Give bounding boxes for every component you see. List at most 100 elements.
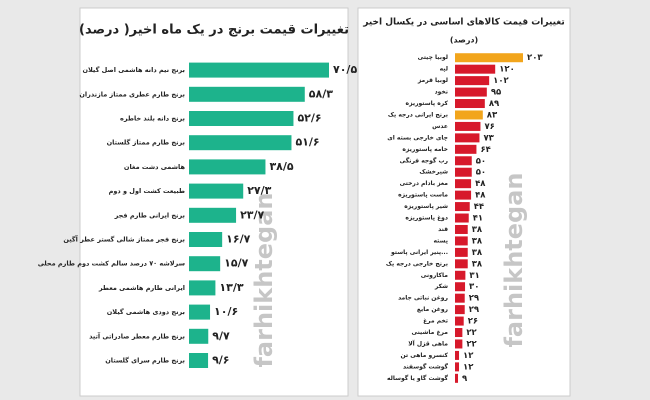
bar: [455, 282, 466, 292]
bar: [455, 305, 465, 315]
category-label: ماست پاستوریزه: [398, 192, 448, 199]
category-label: شیرخشک: [419, 169, 448, 176]
value-label: ۳۸/۵: [269, 160, 293, 173]
category-label: برنج خارجی درجه یک: [386, 260, 448, 267]
value-label: ۹۵: [491, 88, 501, 98]
value-label: ۲۹: [469, 305, 480, 315]
value-label: ۴۱: [473, 214, 483, 224]
category-label: برنج فجر ممتاز شالی گستر عطر آگین: [63, 235, 185, 244]
bar: [455, 179, 472, 189]
bar: [455, 350, 460, 360]
bar: [189, 135, 292, 151]
value-label: ۱۲: [463, 362, 474, 372]
chart-title: تغییرات قیمت برنج در یک ماه اخیر( درصد): [79, 23, 349, 38]
value-label: ۶۴: [480, 145, 490, 155]
bar: [455, 213, 469, 223]
value-label: ۳۸: [472, 259, 483, 269]
value-label: ۸۹: [489, 99, 500, 109]
category-label: هاشمی دشت مغان: [124, 163, 186, 171]
value-label: ۹/۷: [212, 329, 230, 342]
category-label: کنسرو ماهی تن: [400, 352, 448, 359]
bar: [455, 167, 472, 177]
category-label: برنج طارم معطر صادراتی آتید: [89, 331, 185, 340]
value-label: ۲۲: [466, 328, 477, 338]
category-label: مغز بادام درختی: [400, 180, 449, 187]
category-label: پنیر ایرانی پاستو...: [390, 249, 448, 256]
category-label: لوبیا قرمز: [417, 77, 448, 84]
value-label: ۵۲/۶: [297, 112, 321, 125]
bar: [455, 373, 459, 383]
bar: [455, 64, 496, 74]
category-label: روغن مایع: [417, 306, 449, 313]
watermark: farhikhtegan: [250, 192, 278, 367]
category-label: رب گوجه فرنگی: [400, 156, 449, 164]
category-label: شکر: [434, 283, 448, 290]
value-label: ۵۰: [476, 168, 486, 178]
category-label: عدس: [432, 123, 448, 130]
category-label: شیر پاستوریزه: [404, 203, 448, 210]
value-label: ۳۰: [469, 282, 479, 292]
value-label: ۸۳: [487, 110, 498, 120]
bar: [455, 328, 463, 338]
bar: [455, 53, 523, 63]
category-label: برنج ایرانی درجه یک: [388, 111, 448, 118]
value-label: ۱۲۰: [499, 65, 515, 75]
value-label: ۳۸: [472, 225, 483, 235]
category-label: پسته: [434, 237, 448, 244]
category-label: طبیعت کشت اول و دوم: [109, 187, 185, 195]
bar: [455, 316, 464, 326]
value-label: ۲۲: [466, 339, 477, 349]
value-label: ۷۳: [483, 133, 494, 143]
category-label: برنج طارم عطری ممتاز مازندران: [79, 90, 185, 98]
value-label: ۱۲: [463, 351, 474, 361]
bar: [455, 259, 468, 269]
category-label: سرلاشه ۷۰ درصد سالم کشت دوم طارم محلی: [38, 260, 185, 268]
category-label: برنج ایرانی طارم فجر: [114, 211, 185, 219]
bar: [455, 236, 468, 246]
category-label: برنج نیم دانه هاشمی اصل گیلان: [82, 66, 185, 74]
category-label: ماهی قزل آلا: [408, 338, 448, 347]
category-label: چای خارجی بسته ای: [387, 134, 448, 141]
bar: [455, 293, 465, 303]
value-label: ۲۹: [469, 294, 480, 304]
bar: [189, 328, 209, 344]
value-label: ۳۸: [472, 236, 483, 246]
watermark: farhikhtegan: [500, 172, 528, 347]
value-label: ۲۳/۷: [240, 208, 264, 221]
bar: [455, 76, 490, 86]
value-label: ۱۵/۷: [224, 257, 248, 270]
value-label: ۲۷/۳: [247, 184, 271, 197]
bar: [189, 86, 305, 102]
bar: [455, 247, 468, 257]
bar: [189, 304, 211, 320]
bar: [189, 353, 209, 368]
category-label: خامه پاستوریزه: [402, 146, 448, 153]
bar: [455, 202, 470, 212]
value-label: ۳۱: [469, 271, 479, 281]
value-label: ۳۸: [472, 248, 483, 258]
bar: [189, 256, 221, 272]
bar: [189, 62, 329, 78]
bar: [455, 144, 477, 154]
value-label: ۵۸/۳: [309, 87, 333, 100]
value-label: ۲۰۳: [527, 53, 543, 63]
category-label: گوشت گاو یا گوساله: [387, 374, 449, 382]
value-label: ۹/۶: [212, 354, 229, 367]
bar: [189, 207, 237, 223]
category-label: برنج دانه بلند خاطره: [120, 115, 185, 123]
category-label: لوبیا چیتی: [418, 54, 448, 61]
bar: [455, 224, 468, 234]
bar: [455, 270, 466, 280]
category-label: ایرانی طارم هاشمی معطر: [98, 284, 185, 292]
bar: [189, 159, 266, 175]
bar: [455, 87, 487, 97]
bar: [189, 232, 223, 247]
value-label: ۷۰/۵: [333, 63, 357, 76]
bar: [455, 110, 483, 120]
bar: [455, 133, 480, 143]
category-label: دوغ پاستوریزه: [405, 215, 448, 222]
category-label: گوشت گوسفند: [403, 362, 448, 370]
value-label: ۲۶: [468, 317, 478, 327]
value-label: ۵۱/۶: [295, 136, 319, 149]
